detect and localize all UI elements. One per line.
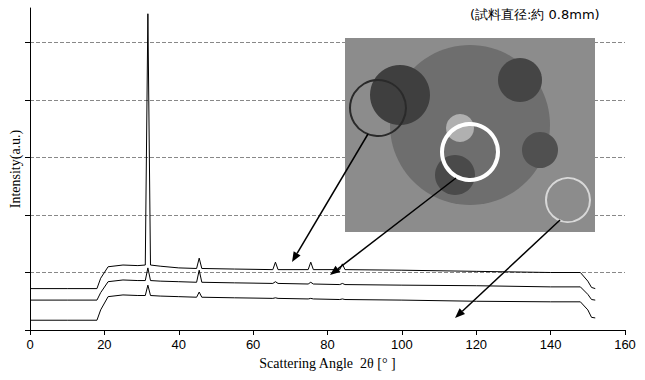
svg-text:80: 80 — [320, 337, 334, 352]
svg-text:Intensity(a.u.): Intensity(a.u.) — [8, 129, 24, 208]
svg-text:20: 20 — [97, 337, 111, 352]
svg-text:140: 140 — [540, 337, 562, 352]
svg-text:160: 160 — [614, 337, 636, 352]
svg-text:100: 100 — [391, 337, 413, 352]
svg-text:120: 120 — [465, 337, 487, 352]
svg-text:0: 0 — [26, 337, 33, 352]
svg-text:Scattering Angle 2θ [° ]: Scattering Angle 2θ [° ] — [259, 356, 395, 371]
svg-text:(試料直径:約 0.8mm): (試料直径:約 0.8mm) — [470, 7, 600, 22]
svg-text:40: 40 — [172, 337, 186, 352]
svg-text:60: 60 — [246, 337, 260, 352]
